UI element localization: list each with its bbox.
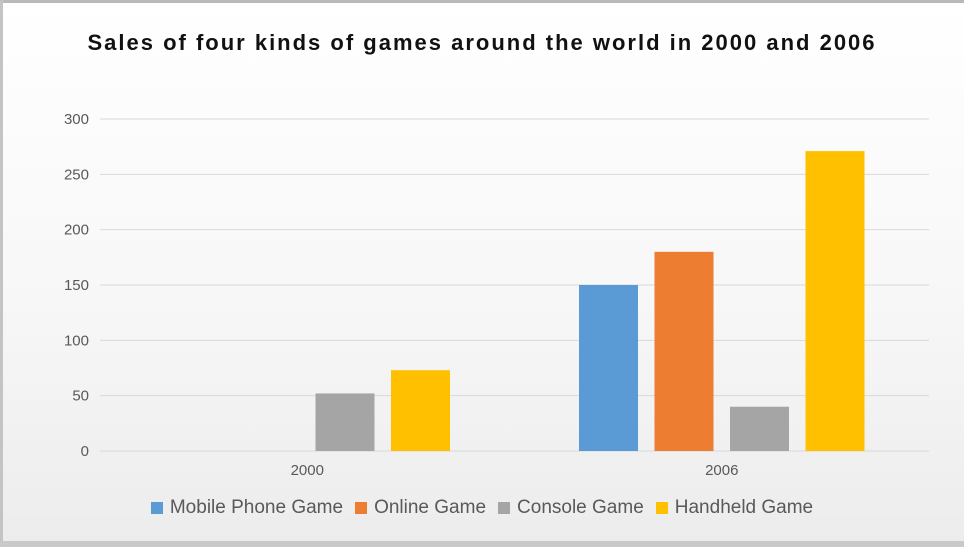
frame-top-border [0,0,964,3]
legend-label: Handheld Game [674,497,814,518]
y-tick-label: 200 [64,222,89,239]
y-tick-label: 50 [72,388,89,405]
legend-label: Mobile Phone Game [169,497,344,518]
x-tick-label: 2000 [291,462,324,479]
bar [654,251,714,451]
legend-item: Handheld Game [655,497,814,519]
y-tick-label: 100 [64,332,89,349]
legend-swatch [498,502,511,514]
legend-label: Console Game [517,497,644,518]
bar [579,285,638,451]
chart-title: Sales of four kinds of games around the … [87,30,877,55]
bar [315,393,375,451]
legend-item: Online Game [355,497,486,519]
frame-left-border [0,0,3,547]
legend-label: Online Game [374,497,487,518]
bar [730,406,789,451]
y-tick-label: 300 [64,111,89,128]
y-tick-label: 0 [81,443,89,460]
legend-item: Console Game [498,497,644,519]
bar [805,151,865,452]
bar [391,370,450,451]
frame-bottom-border [0,541,964,547]
legend-swatch [150,502,163,514]
y-tick-label: 150 [64,277,89,294]
legend-swatch [355,502,368,514]
legend-swatch [655,502,668,514]
y-tick-label: 250 [64,166,89,183]
chart-legend: Mobile Phone Game Online Game Console Game… [0,497,964,519]
x-tick-label: 2006 [705,462,738,479]
legend-item: Mobile Phone Game [150,497,344,519]
